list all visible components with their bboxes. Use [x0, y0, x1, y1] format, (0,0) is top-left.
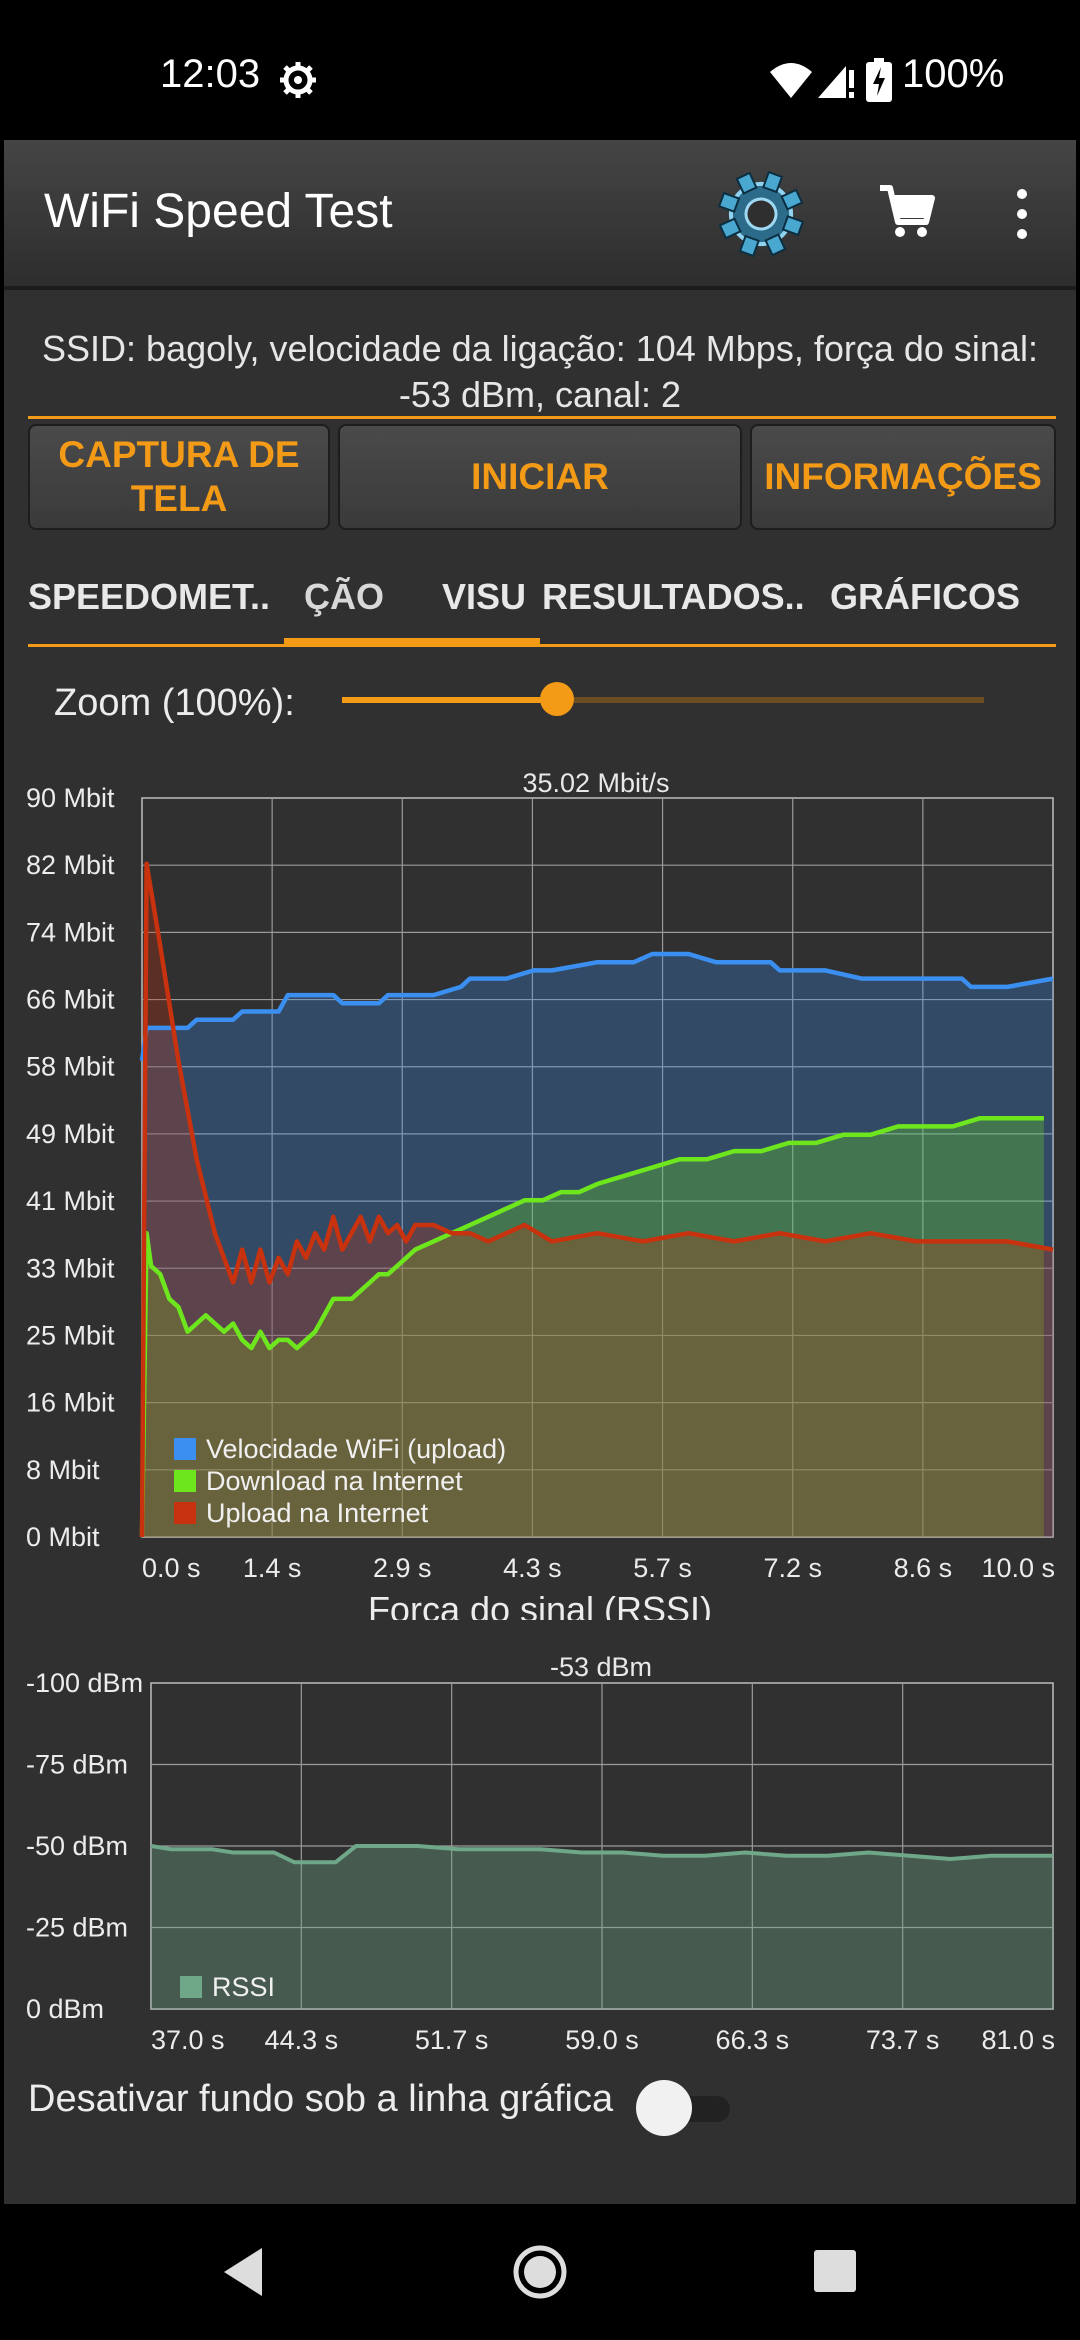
zoom-slider-thumb[interactable] — [540, 682, 574, 716]
c2-x-tick-label: 73.7 s — [866, 2025, 940, 2055]
speed-chart-title: 35.02 Mbit/s — [522, 768, 669, 798]
c1-y-tick-label: 49 Mbit — [26, 1119, 115, 1149]
c1-x-tick-label: 5.7 s — [633, 1553, 692, 1583]
c1-series-line-0 — [139, 951, 1054, 1062]
c1-y-tick-label: 66 Mbit — [26, 985, 115, 1015]
c1-legend-label: Velocidade WiFi (upload) — [206, 1434, 506, 1464]
c1-series-area-0 — [142, 954, 1053, 1537]
status-time: 12:03 — [160, 52, 261, 96]
back-icon[interactable] — [218, 2244, 268, 2300]
speed-chart: 0 Mbit 8 Mbit 16 Mbit 25 Mbit 33 Mbit 41 Mbit… — [26, 768, 1055, 1620]
c1-plot-frame — [141, 797, 1054, 1538]
c2-x-tick-label: 66.3 s — [716, 2025, 790, 2055]
c2-series-area-0 — [151, 1846, 1053, 2009]
zoom-label: Zoom (100%): — [54, 682, 295, 724]
settings-gear-icon[interactable] — [716, 170, 806, 258]
c1-y-tick-label: 90 Mbit — [26, 783, 115, 813]
ssid-info: SSID: bagoly, velocidade da ligação: 104… — [42, 328, 1038, 415]
c1-x-tick-label: 8.6 s — [894, 1553, 953, 1583]
c1-legend-swatch — [174, 1502, 196, 1524]
c1-x-tick-label: 1.4 s — [243, 1553, 302, 1583]
tab-charts[interactable]: GRÁFICOS — [830, 576, 1021, 617]
c1-x-tick-label: 2.9 s — [373, 1553, 432, 1583]
c2-plot-frame — [150, 1682, 1054, 2010]
c2-x-tick-label: 51.7 s — [415, 2025, 489, 2055]
info-button[interactable]: INFORMAÇÕES — [750, 424, 1056, 530]
c2-y-tick-label: -100 dBm — [26, 1668, 143, 1698]
c1-y-tick-label: 58 Mbit — [26, 1052, 115, 1082]
c2-y-tick-label: -75 dBm — [26, 1750, 128, 1780]
cell-signal-icon — [818, 66, 854, 98]
start-button[interactable]: INICIAR — [338, 424, 742, 530]
more-vert-icon[interactable] — [1004, 184, 1040, 244]
c1-y-tick-label: 82 Mbit — [26, 850, 115, 880]
background-toggle-thumb[interactable] — [636, 2080, 692, 2136]
tab-indicator — [284, 638, 540, 645]
c2-legend-label: RSSI — [212, 1972, 275, 2002]
c1-y-tick-label: 25 Mbit — [26, 1320, 115, 1350]
zoom-slider-fill — [342, 697, 556, 703]
c1-series-area-2 — [142, 863, 1053, 1537]
c1-series-line-1 — [139, 1115, 1044, 1538]
c2-x-tick-label: 44.3 s — [265, 2025, 339, 2055]
c1-y-tick-label: 74 Mbit — [26, 917, 115, 947]
c2-series-line-0 — [150, 1844, 1053, 1865]
screenshot-button[interactable]: CAPTURA DE TELA — [28, 424, 330, 530]
c1-legend-swatch — [174, 1470, 196, 1492]
tab-divider — [28, 644, 1056, 647]
c1-x-tick-label: 4.3 s — [503, 1553, 562, 1583]
navigation-bar — [0, 2204, 1080, 2340]
c2-x-tick-label: 37.0 s — [151, 2025, 225, 2055]
c1-legend-swatch — [174, 1438, 196, 1460]
battery-percent: 100% — [902, 52, 1005, 96]
tab-visu[interactable]: VISU — [442, 576, 527, 617]
c1-legend-label: Upload na Internet — [206, 1498, 429, 1528]
c1-legend-label: Download na Internet — [206, 1466, 463, 1496]
c1-x-tick-label: 0.0 s — [142, 1553, 201, 1583]
c1-x-tick-label: 10.0 s — [981, 1553, 1055, 1583]
rssi-chart-title: -53 dBm — [550, 1652, 652, 1682]
c1-x-tick-label: 7.2 s — [763, 1553, 822, 1583]
main-content: SSID: bagoly, velocidade da ligação: 104… — [4, 290, 1076, 2204]
c1-y-tick-label: 16 Mbit — [26, 1388, 115, 1418]
tab-selected[interactable]: ÇÃO — [304, 576, 384, 617]
c2-y-tick-label: -25 dBm — [26, 1913, 128, 1943]
cart-icon[interactable] — [876, 182, 936, 242]
c1-y-tick-label: 41 Mbit — [26, 1186, 115, 1216]
c2-y-tick-label: -50 dBm — [26, 1831, 128, 1861]
home-icon[interactable] — [512, 2244, 568, 2300]
c1-y-tick-label: 8 Mbit — [26, 1455, 100, 1485]
background-toggle-label: Desativar fundo sob a linha gráfica — [28, 2078, 614, 2120]
c2-x-tick-label: 59.0 s — [565, 2025, 639, 2055]
c2-x-tick-label: 81.0 s — [981, 2025, 1055, 2055]
c1-series-line-2 — [139, 861, 1054, 1538]
status-bar: 12:03 100% — [0, 0, 1080, 140]
c1-y-tick-label: 33 Mbit — [26, 1253, 115, 1283]
c2-y-tick-label: 0 dBm — [26, 1994, 104, 2024]
divider — [28, 416, 1056, 419]
app-title: WiFi Speed Test — [44, 185, 393, 238]
wifi-icon — [770, 63, 812, 98]
battery-icon — [866, 58, 892, 102]
c1-series-area-1 — [142, 1118, 1044, 1537]
tab-bar: SPEEDOMET.. ÇÃO VISU RESULTADOS.. GRÁFIC… — [4, 550, 1076, 640]
app-bar: WiFi Speed Test — [4, 140, 1076, 290]
tab-speedometer[interactable]: SPEEDOMET.. — [28, 576, 271, 617]
zoom-slider-track[interactable] — [342, 697, 984, 703]
c1-y-tick-label: 0 Mbit — [26, 1522, 100, 1552]
recents-icon[interactable] — [810, 2246, 860, 2296]
c2-legend-swatch — [180, 1976, 202, 1998]
rssi-chart-heading: Força do sinal (RSSI) — [368, 1589, 712, 1620]
settings-status-icon — [280, 62, 316, 98]
tab-results[interactable]: RESULTADOS.. — [542, 576, 805, 617]
